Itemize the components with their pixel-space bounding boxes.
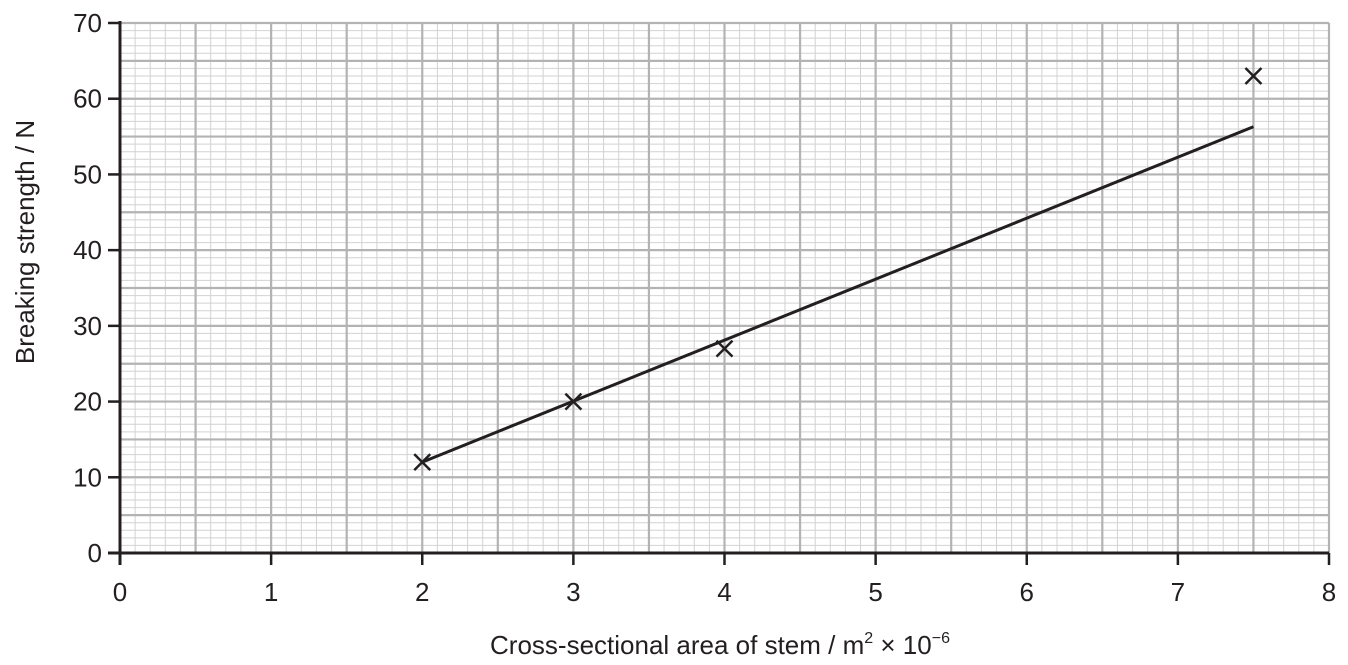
data-point-marker: [715, 339, 734, 358]
x-tick-label: 5: [868, 577, 882, 607]
data-point-marker: [564, 392, 583, 411]
x-axis-label-mid: × 10: [873, 630, 932, 660]
x-axis-label-main: Cross-sectional area of stem / m: [490, 630, 864, 660]
data-points: [413, 67, 1263, 472]
x-tick-label: 3: [566, 577, 580, 607]
data-point-stroke: [1244, 67, 1263, 85]
y-tick-label: 70: [73, 8, 102, 38]
y-tick-label: 30: [73, 311, 102, 341]
x-tick-label: 8: [1322, 577, 1336, 607]
x-axis-label: Cross-sectional area of stem / m2 × 10−6: [490, 630, 950, 660]
y-axis-label: Breaking strength / N: [10, 120, 40, 364]
best-fit-line: [421, 125, 1254, 464]
y-tick-label: 20: [73, 387, 102, 417]
x-tick-label: 6: [1020, 577, 1034, 607]
x-tick-labels: 0 1 2 3 4 5 6 7 8: [113, 553, 1336, 607]
data-point-stroke: [413, 453, 432, 472]
x-axis-label-sup1: 2: [864, 630, 873, 647]
y-tick-labels: 0 10 20 30 40 50 60 70: [73, 8, 120, 568]
x-axis-label-sup2: −6: [932, 630, 950, 647]
data-point-marker: [1244, 67, 1263, 85]
axes: [108, 21, 1329, 565]
fit-line-group: [421, 125, 1254, 464]
y-tick-label: 60: [73, 84, 102, 114]
x-tick-label: 0: [113, 577, 127, 607]
x-tick-label: 7: [1171, 577, 1185, 607]
y-tick-label: 40: [73, 235, 102, 265]
x-tick-label: 1: [264, 577, 278, 607]
x-tick-label: 2: [415, 577, 429, 607]
data-point-stroke: [715, 339, 734, 358]
x-tick-label: 4: [717, 577, 731, 607]
y-tick-label: 10: [73, 462, 102, 492]
data-point-stroke: [564, 392, 583, 411]
y-tick-label: 0: [88, 538, 102, 568]
y-tick-label: 50: [73, 159, 102, 189]
data-point-marker: [413, 453, 432, 472]
